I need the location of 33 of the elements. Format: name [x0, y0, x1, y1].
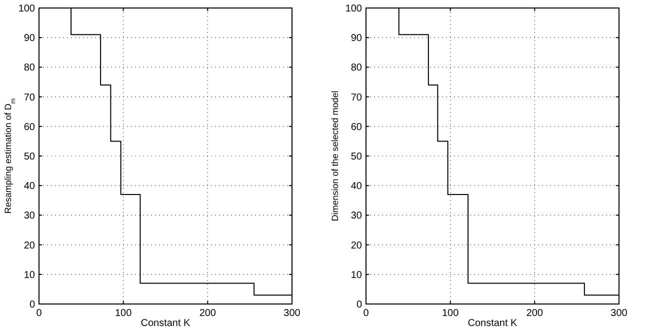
x-axis-title: Constant K: [140, 318, 191, 327]
x-tick-label: 300: [284, 308, 301, 319]
y-axis-title: Dimension of the selected model: [330, 90, 340, 222]
y-tick-label: 0: [29, 300, 36, 310]
x-axis-title: Constant K: [468, 318, 518, 327]
y-tick-label: 70: [350, 92, 362, 104]
x-tick-label: 300: [610, 308, 628, 319]
x-tick-label: 0: [36, 308, 42, 319]
y-tick-label: 10: [350, 270, 362, 281]
y-tick-label: 40: [24, 181, 36, 192]
y-tick-label: 70: [24, 92, 36, 104]
y-tick-label: 40: [350, 181, 362, 192]
y-tick-label: 80: [24, 62, 36, 74]
x-tick-label: 0: [363, 308, 370, 319]
y-tick-label: 60: [24, 122, 36, 133]
y-tick-label: 80: [350, 62, 362, 74]
y-tick-label: 30: [24, 210, 36, 222]
y-tick-label: 100: [345, 4, 362, 14]
y-tick-label: 50: [24, 152, 36, 162]
y-tick-label: 60: [350, 122, 362, 133]
y-tick-label: 20: [24, 240, 36, 252]
y-tick-label: 10: [24, 270, 36, 281]
x-tick-label: 100: [442, 308, 460, 319]
y-tick-label: 20: [350, 240, 362, 252]
y-tick-label: 0: [356, 300, 362, 310]
y-tick-label: 50: [350, 152, 362, 162]
x-tick-label: 200: [526, 308, 544, 319]
y-tick-label: 90: [24, 33, 36, 44]
y-tick-label: 100: [18, 4, 36, 14]
y-tick-label: 30: [350, 210, 362, 222]
x-tick-label: 200: [199, 308, 216, 319]
x-tick-label: 100: [114, 308, 132, 319]
y-tick-label: 90: [350, 33, 362, 44]
